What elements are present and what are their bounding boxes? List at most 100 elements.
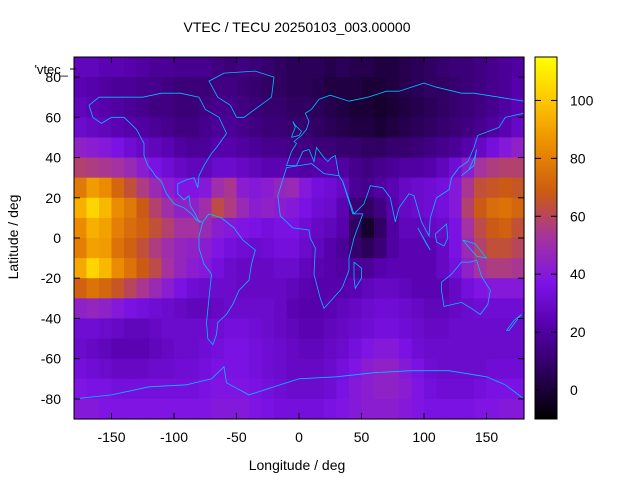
heatmap-cell	[411, 77, 425, 98]
heatmap-cell	[149, 378, 163, 400]
colorbar	[534, 56, 558, 420]
heatmap-cell	[424, 318, 438, 340]
heatmap-cell	[261, 318, 275, 340]
heatmap-cell	[436, 398, 450, 420]
heatmap-cell	[386, 318, 400, 340]
heatmap-cell	[299, 358, 313, 380]
heatmap-cell	[286, 177, 300, 199]
heatmap-cell	[111, 378, 125, 400]
heatmap-cell	[199, 77, 213, 98]
heatmap-cell	[236, 57, 250, 78]
heatmap-cell	[236, 338, 250, 360]
heatmap-cell	[86, 177, 100, 199]
heatmap-cell	[224, 398, 238, 420]
heatmap-cell	[136, 197, 150, 219]
heatmap-cell	[486, 197, 500, 219]
heatmap-cell	[386, 378, 400, 400]
heatmap-cell	[236, 318, 250, 340]
heatmap-cell	[361, 358, 375, 380]
heatmap-cell	[111, 177, 125, 199]
heatmap-cell	[424, 278, 438, 299]
heatmap-cell	[249, 318, 263, 340]
heatmap-cell	[324, 117, 338, 139]
heatmap-cell	[124, 137, 138, 159]
colorbar-tick-label: 20	[570, 324, 586, 340]
heatmap-cell	[286, 358, 300, 380]
heatmap-cell	[386, 298, 400, 320]
heatmap-cell	[336, 57, 350, 78]
heatmap-cell	[186, 57, 200, 78]
heatmap-cell	[386, 77, 400, 98]
coastline-path	[198, 213, 256, 346]
y-tick-label: -20	[41, 270, 61, 286]
heatmap-cell	[86, 197, 100, 219]
heatmap-cell	[86, 57, 100, 78]
heatmap-cell	[249, 338, 263, 360]
heatmap-cell	[261, 197, 275, 219]
heatmap-cell	[149, 97, 163, 118]
heatmap-cell	[474, 318, 488, 340]
heatmap-cell	[424, 378, 438, 400]
heatmap-cell	[399, 77, 413, 98]
heatmap-cell	[124, 298, 138, 320]
heatmap-cell	[349, 298, 363, 320]
heatmap-cell	[199, 177, 213, 199]
heatmap-cell	[399, 57, 413, 78]
heatmap-cell	[74, 298, 88, 320]
heatmap-cell	[411, 298, 425, 320]
heatmap-cell	[236, 157, 250, 179]
heatmap-cell	[324, 157, 338, 179]
heatmap-cell	[99, 338, 113, 360]
heatmap-cell	[499, 197, 513, 219]
heatmap-cell	[374, 278, 388, 299]
heatmap-cell	[486, 97, 500, 118]
heatmap-cell	[186, 338, 200, 360]
heatmap-cell	[411, 338, 425, 360]
heatmap-cell	[211, 338, 225, 360]
heatmap-cell	[186, 157, 200, 179]
heatmap-cell	[424, 258, 438, 279]
heatmap-cell	[299, 398, 313, 420]
heatmap-cell	[299, 378, 313, 400]
heatmap-cell	[249, 278, 263, 299]
heatmap-cell	[436, 338, 450, 360]
heatmap-cell	[124, 238, 138, 259]
heatmap-cell	[461, 77, 475, 98]
heatmap-cell	[299, 298, 313, 320]
heatmap-cell	[249, 378, 263, 400]
heatmap-cell	[449, 238, 463, 259]
heatmap-cell	[311, 77, 325, 98]
heatmap-cell	[349, 318, 363, 340]
heatmap-cell	[336, 258, 350, 279]
heatmap-cell	[286, 57, 300, 78]
heatmap-cell	[299, 278, 313, 299]
heatmap-cell	[411, 117, 425, 139]
heatmap-cell	[74, 398, 88, 420]
heatmap-cell	[449, 378, 463, 400]
heatmap-cell	[349, 117, 363, 139]
heatmap-cell	[411, 97, 425, 118]
heatmap-cell	[286, 278, 300, 299]
heatmap-cell	[436, 258, 450, 279]
heatmap-cell	[161, 238, 175, 259]
heatmap-cell	[424, 197, 438, 219]
heatmap-cell	[499, 238, 513, 259]
heatmap-cell	[286, 318, 300, 340]
heatmap-cell	[474, 217, 488, 239]
heatmap-cell	[299, 318, 313, 340]
heatmap-cell	[124, 258, 138, 279]
heatmap-cell	[286, 378, 300, 400]
heatmap-cell	[511, 238, 525, 259]
x-tick-label: 100	[412, 429, 436, 445]
heatmap-cell	[124, 217, 138, 239]
heatmap-cell	[399, 197, 413, 219]
heatmap-cell	[136, 258, 150, 279]
heatmap-cell	[361, 77, 375, 98]
heatmap-cell	[411, 398, 425, 420]
heatmap-cell	[174, 398, 188, 420]
heatmap-cell	[86, 238, 100, 259]
heatmap-cell	[361, 117, 375, 139]
heatmap-cell	[274, 258, 288, 279]
heatmap-cell	[186, 238, 200, 259]
heatmap-cell	[99, 398, 113, 420]
